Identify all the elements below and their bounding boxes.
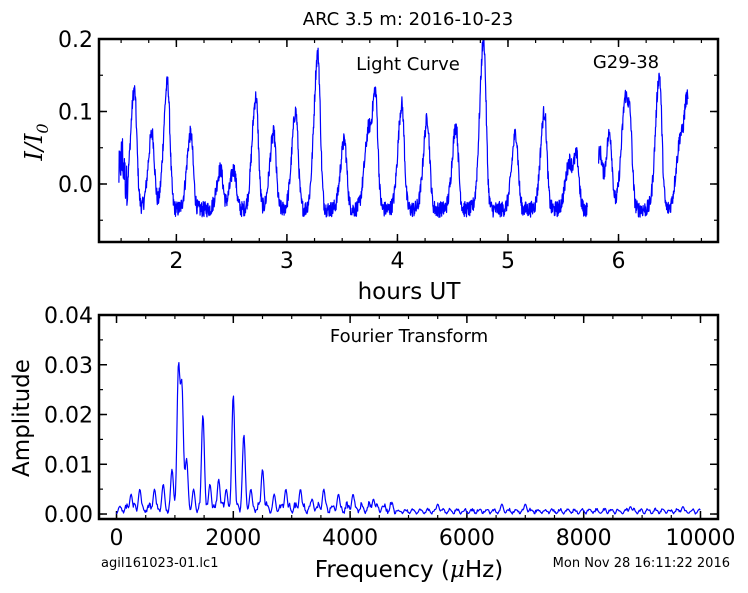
- light-curve-line: [118, 38, 689, 218]
- fourier-y-tick-label: 0.00: [44, 503, 93, 528]
- light-curve-y-tick-label: 0.0: [58, 173, 93, 198]
- fourier-x-tick-label: 10000: [665, 526, 735, 551]
- light-curve-panel: Light Curve G29-38 0.0 0.1 0.2 2 3 4 5 6 hours…: [20, 28, 720, 305]
- timestamp-footer: Mon Nov 28 16:11:22 2016: [553, 556, 730, 571]
- light-curve-x-axis-label: hours UT: [358, 279, 462, 305]
- light-curve-y-tick-labels: 0.0 0.1 0.2: [58, 28, 93, 198]
- file-name-footer: agil161023-01.lc1: [101, 556, 218, 571]
- light-curve-x-tick-label: 5: [501, 249, 515, 274]
- fourier-y-tick-labels: 0.00 0.01 0.02 0.03 0.04: [44, 304, 93, 528]
- star-name-label: G29-38: [593, 52, 659, 73]
- fourier-x-tick-label: 6000: [439, 526, 495, 551]
- fourier-y-tick-label: 0.02: [44, 404, 93, 429]
- light-curve-y-tick-label: 0.1: [58, 101, 93, 126]
- light-curve-x-tick-label: 4: [390, 249, 404, 274]
- fourier-x-tick-label: 8000: [556, 526, 612, 551]
- light-curve-x-tick-label: 3: [280, 249, 294, 274]
- light-curve-y-axis-label: I/I0: [20, 123, 52, 161]
- light-curve-y-tick-label: 0.2: [58, 28, 93, 53]
- fourier-y-axis-label: Amplitude: [9, 359, 35, 477]
- fourier-title: Fourier Transform: [330, 326, 488, 347]
- light-curve-frame: [97, 37, 720, 244]
- fourier-y-tick-label: 0.01: [44, 453, 93, 478]
- light-curve-title: Light Curve: [356, 54, 460, 75]
- fourier-x-tick-labels: 0 2000 4000 6000 8000 10000: [110, 526, 736, 551]
- light-curve-x-tick-labels: 2 3 4 5 6: [169, 249, 625, 274]
- fourier-panel: Fourier Transform 0.00 0.01 0.02 0.03 0.04 0…: [9, 304, 735, 583]
- light-curve-x-tick-label: 6: [612, 249, 626, 274]
- fourier-x-tick-label: 2000: [205, 526, 261, 551]
- fourier-x-tick-label: 4000: [322, 526, 378, 551]
- fourier-y-tick-label: 0.04: [44, 304, 93, 329]
- fourier-x-tick-label: 0: [110, 526, 124, 551]
- light-curve-x-tick-label: 2: [169, 249, 183, 274]
- fourier-y-tick-label: 0.03: [44, 354, 93, 379]
- fourier-frame: [97, 313, 720, 521]
- fourier-x-axis-label: Frequency (μHz): [315, 557, 503, 583]
- fourier-spectrum-line: [115, 362, 701, 515]
- figure-title: ARC 3.5 m: 2016-10-23: [303, 9, 514, 30]
